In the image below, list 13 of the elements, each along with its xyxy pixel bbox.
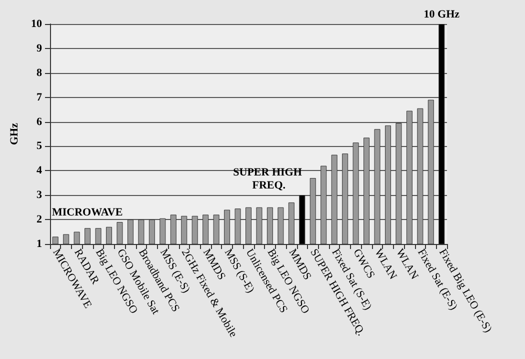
annotation: MICROWAVE [52, 206, 123, 218]
y-tick-label: 10 [31, 18, 42, 30]
y-tick-label: 9 [36, 42, 42, 54]
y-tick-label: 5 [36, 140, 42, 152]
y-tick-label: 1 [36, 238, 42, 250]
y-axis-title: GHz [8, 122, 20, 145]
y-tick-label: 8 [36, 66, 42, 79]
y-tick-label: 4 [36, 164, 42, 177]
y-tick-label: 7 [36, 91, 42, 104]
y-tick-label: 2 [36, 214, 42, 226]
annotation: 10 GHz [424, 8, 460, 20]
y-tick-label: 6 [36, 116, 42, 128]
y-tick-label: 3 [36, 189, 42, 202]
